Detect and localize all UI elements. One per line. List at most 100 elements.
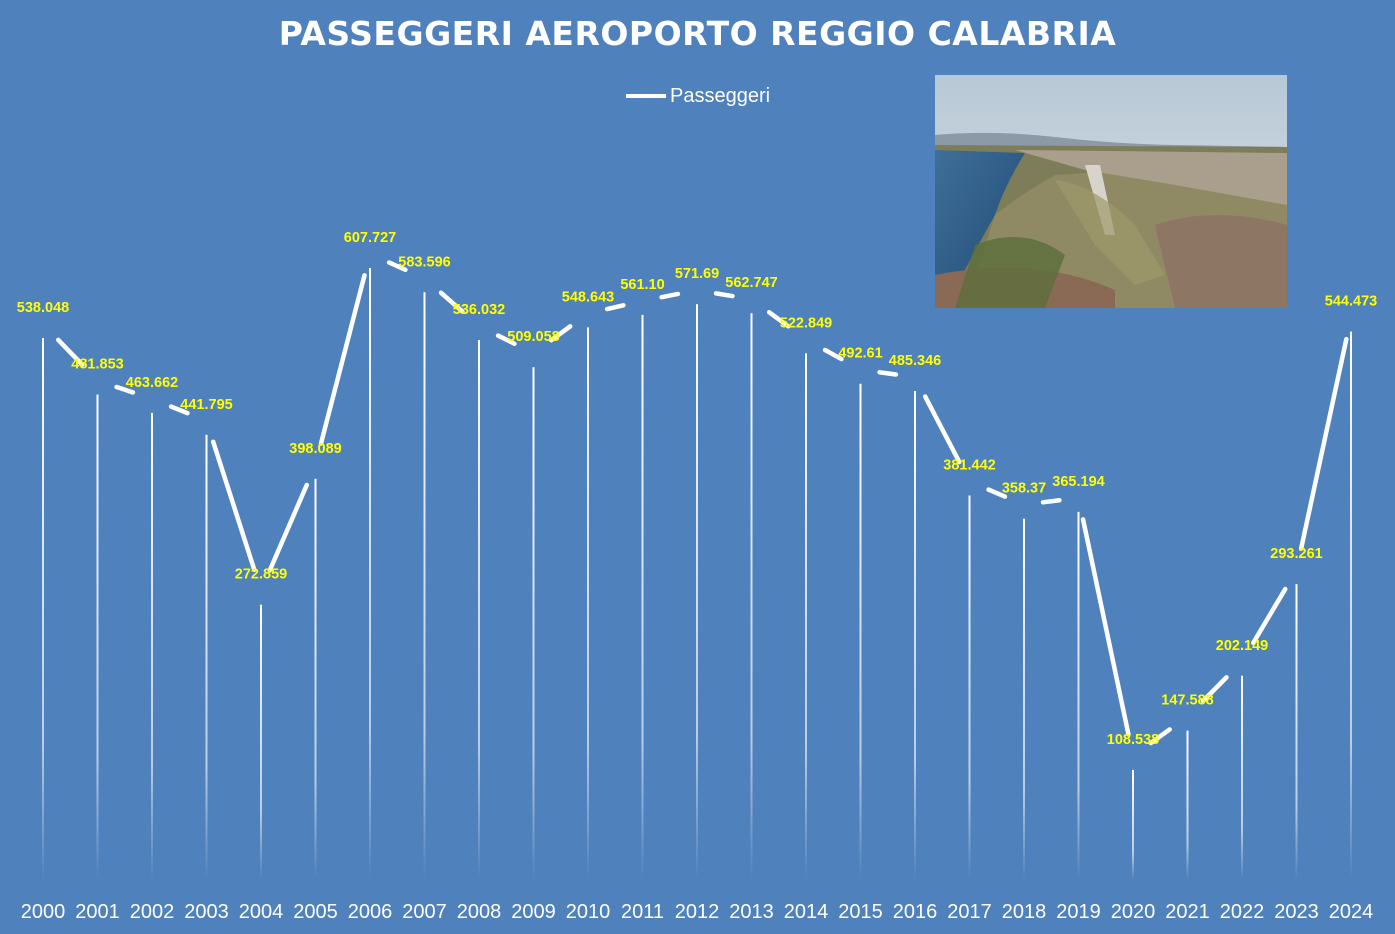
drop-line-2024 — [1350, 331, 1352, 880]
drop-line-2012 — [696, 304, 698, 880]
drop-line-2004 — [260, 604, 262, 880]
line-segment-2011-2012 — [659, 291, 681, 300]
x-tick-label-2015: 2015 — [838, 901, 883, 923]
data-label-2006: 607.727 — [344, 230, 396, 246]
data-label-2002: 463.662 — [126, 375, 178, 391]
drop-line-2023 — [1295, 584, 1298, 880]
line-segment-2012-2013 — [713, 291, 735, 299]
x-tick-label-2002: 2002 — [130, 901, 175, 923]
drop-line-2009 — [532, 367, 535, 880]
data-label-2024: 544.473 — [1325, 294, 1377, 310]
x-tick-label-2014: 2014 — [784, 901, 829, 923]
x-tick-label-2005: 2005 — [293, 901, 338, 923]
data-label-2012: 571.69 — [675, 266, 719, 282]
line-segment-2023-2024 — [1298, 336, 1349, 551]
line-segment-2020-2021 — [1148, 727, 1172, 746]
drop-line-2016 — [914, 391, 916, 880]
line-segment-2004-2005 — [267, 482, 310, 573]
data-label-2001: 481.853 — [71, 357, 123, 373]
x-tick-label-2007: 2007 — [402, 901, 447, 923]
x-tick-label-2010: 2010 — [566, 901, 611, 923]
line-segment-2022-2023 — [1250, 586, 1288, 646]
data-label-2000: 538.048 — [17, 300, 69, 316]
drop-line-2015 — [859, 383, 862, 880]
data-label-2023: 293.261 — [1270, 546, 1322, 562]
data-label-2009: 509.058 — [507, 329, 559, 345]
drop-line-2022 — [1241, 675, 1243, 880]
drop-line-2014 — [805, 353, 807, 881]
line-segment-2018-2019 — [1040, 497, 1062, 505]
line-segment-2000-2001 — [56, 337, 85, 367]
data-label-2003: 441.795 — [180, 397, 232, 413]
drop-line-2005 — [314, 478, 317, 880]
legend: Passeggeri — [626, 84, 770, 108]
line-segment-2001-2002 — [114, 384, 136, 395]
data-label-2007: 583.596 — [398, 254, 450, 270]
airport-aerial-photo — [935, 75, 1287, 308]
line-segment-2017-2018 — [986, 487, 1008, 499]
x-tick-label-2018: 2018 — [1002, 901, 1047, 923]
line-segment-2014-2015 — [822, 347, 844, 362]
data-label-2018: 358.37 — [1002, 481, 1046, 497]
data-label-2019: 365.194 — [1052, 474, 1104, 490]
drop-line-2018 — [1023, 518, 1025, 880]
drop-line-2008 — [478, 340, 480, 880]
chart-title: PASSEGGERI AEROPORTO REGGIO CALABRIA — [278, 14, 1117, 53]
line-segment-2016-2017 — [922, 394, 962, 465]
drop-line-2001 — [96, 394, 99, 880]
line-segment-2009-2010 — [549, 324, 573, 343]
drop-line-2019 — [1077, 511, 1080, 880]
x-tick-label-2004: 2004 — [239, 901, 284, 923]
drop-line-2006 — [369, 268, 371, 880]
x-tick-label-2023: 2023 — [1274, 901, 1319, 923]
line-segment-2019-2020 — [1080, 517, 1131, 737]
x-tick-label-2016: 2016 — [893, 901, 938, 923]
line-segment-2008-2009 — [495, 333, 517, 346]
x-tick-label-2006: 2006 — [348, 901, 393, 923]
drop-line-2002 — [151, 412, 153, 880]
data-label-2010: 548.643 — [562, 289, 614, 305]
data-label-2013: 562.747 — [725, 275, 777, 291]
drop-line-2007 — [423, 292, 426, 880]
x-tick-label-2000: 2000 — [21, 901, 66, 923]
legend-label: Passeggeri — [670, 84, 771, 107]
drop-line-2000 — [42, 338, 44, 880]
line-segment-2002-2003 — [168, 404, 190, 416]
drop-line-2011 — [641, 314, 644, 880]
x-tick-label-2019: 2019 — [1056, 901, 1101, 923]
data-label-2022: 202.149 — [1216, 638, 1268, 654]
data-label-2014: 522.849 — [780, 315, 832, 331]
x-tick-label-2001: 2001 — [75, 901, 120, 923]
x-tick-label-2011: 2011 — [621, 901, 664, 923]
x-tick-label-2017: 2017 — [947, 901, 992, 923]
line-segment-2021-2022 — [1200, 675, 1229, 704]
x-tick-label-2003: 2003 — [184, 901, 229, 923]
x-tick-label-2008: 2008 — [457, 901, 502, 923]
line-segment-2013-2014 — [766, 310, 791, 329]
drop-line-2021 — [1186, 730, 1189, 880]
line-segment-2010-2011 — [604, 303, 626, 312]
data-label-2011: 561.10 — [620, 277, 664, 293]
x-tick-label-2009: 2009 — [511, 901, 556, 923]
x-tick-label-2021: 2021 — [1165, 901, 1210, 923]
drop-line-2020 — [1132, 769, 1134, 880]
data-label-2004: 272.859 — [235, 567, 287, 583]
data-label-2005: 398.089 — [289, 441, 341, 457]
x-tick-label-2022: 2022 — [1220, 901, 1265, 923]
data-label-2020: 108.538 — [1107, 732, 1159, 748]
line-segment-2007-2008 — [438, 290, 465, 314]
line-segment-2015-2016 — [877, 370, 899, 377]
data-label-2008: 536.032 — [453, 302, 505, 318]
x-tick-label-2013: 2013 — [729, 901, 774, 923]
data-label-2015: 492.61 — [838, 346, 882, 362]
line-segment-2006-2007 — [386, 260, 408, 273]
data-label-2021: 147.588 — [1161, 693, 1213, 709]
x-tick-label-2020: 2020 — [1111, 901, 1156, 923]
drop-line-2010 — [587, 327, 589, 880]
data-label-2016: 485.346 — [889, 353, 941, 369]
line-segment-2003-2004 — [210, 439, 257, 572]
line-segment-2005-2006 — [318, 273, 367, 446]
drop-line-2017 — [968, 495, 971, 880]
drop-line-2013 — [750, 313, 753, 880]
